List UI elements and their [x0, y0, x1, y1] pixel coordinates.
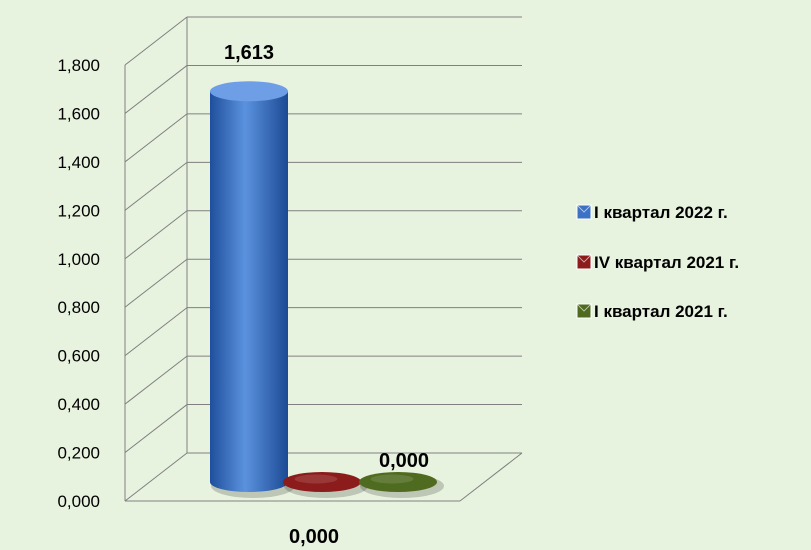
- gridline-diagonal: [124, 452, 188, 502]
- bar-disc-highlight: [370, 474, 414, 484]
- legend-label: I квартал 2021 г.: [594, 302, 728, 321]
- data-labels: 1,613 0,000 0,000: [224, 42, 429, 548]
- gridline-diagonal: [124, 65, 188, 114]
- y-axis-ticks: 0,000 0,200 0,400 0,600 0,800 1,000 1,200 1,400…: [57, 56, 100, 511]
- bars: [210, 81, 444, 498]
- legend-item-2: IV квартал 2021 г.: [576, 253, 739, 272]
- y-tick-label: 1,200: [57, 201, 100, 220]
- legend-label: IV квартал 2021 г.: [594, 253, 739, 272]
- bar-3: [359, 472, 444, 498]
- legend-swatch-bevel: [576, 204, 592, 213]
- y-tick-label: 1,800: [57, 56, 100, 75]
- legend-item-3: I квартал 2021 г.: [576, 302, 728, 321]
- legend-swatch-bevel: [576, 303, 592, 312]
- bar-disc: [359, 472, 437, 492]
- gridline-diagonal: [124, 16, 188, 66]
- y-tick-label: 0,600: [57, 347, 100, 366]
- legend: I квартал 2022 г. IV квартал 2021 г. I ква…: [576, 203, 739, 321]
- y-tick-label: 0,400: [57, 395, 100, 414]
- legend-item-1: I квартал 2022 г.: [576, 203, 728, 222]
- y-tick-label: 0,000: [57, 492, 100, 511]
- y-tick-label: 1,400: [57, 153, 100, 172]
- gridline-diagonal: [124, 113, 188, 163]
- y-tick-label: 1,600: [57, 104, 100, 123]
- legend-label: I квартал 2022 г.: [594, 203, 728, 222]
- gridlines: [124, 16, 522, 502]
- bar-2: [283, 472, 368, 498]
- floor-right-edge: [459, 452, 523, 502]
- gridline-diagonal: [124, 210, 188, 260]
- y-tick-label: 0,200: [57, 444, 100, 463]
- bar-disc-highlight: [294, 474, 338, 484]
- legend-swatch-bevel: [576, 254, 592, 263]
- bar-top: [210, 81, 288, 102]
- gridline-diagonal: [124, 307, 188, 357]
- data-label: 0,000: [379, 450, 429, 472]
- bar-body: [210, 91, 288, 492]
- gridline-diagonal: [124, 258, 188, 308]
- bar-disc: [283, 472, 361, 492]
- data-label: 0,000: [289, 526, 339, 548]
- data-label: 1,613: [224, 42, 274, 64]
- chart-axes: [124, 17, 523, 502]
- y-tick-label: 1,000: [57, 250, 100, 269]
- gridline-diagonal: [124, 404, 188, 453]
- gridline-diagonal: [124, 161, 188, 211]
- y-tick-label: 0,800: [57, 298, 100, 317]
- bar-1: [210, 81, 295, 498]
- gridline-diagonal: [124, 355, 188, 405]
